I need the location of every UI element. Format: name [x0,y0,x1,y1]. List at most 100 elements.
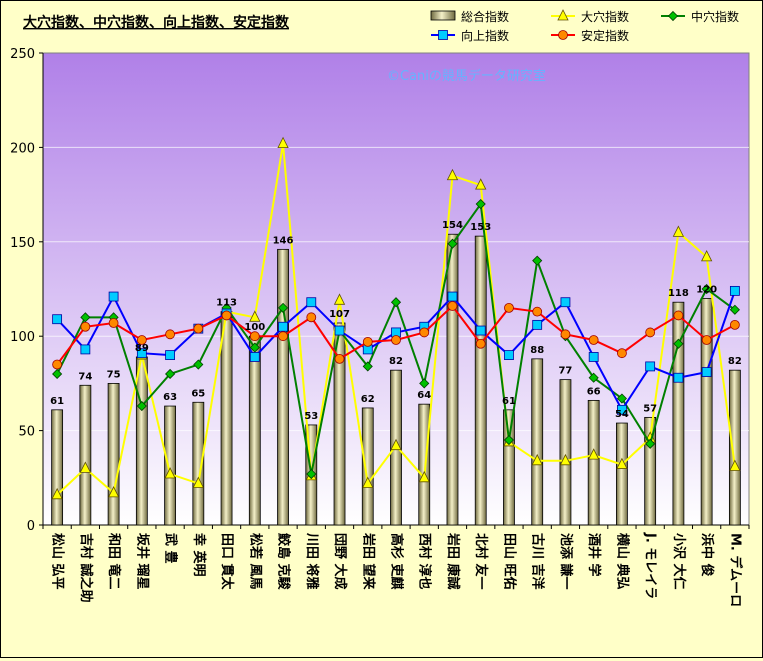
x-tick-label: 松山 弘平 [50,533,66,590]
y-tick-label: 250 [10,47,35,62]
data-point [588,352,599,362]
data-point [221,310,232,321]
data-point [447,291,458,302]
bar [192,401,205,526]
data-point [419,378,430,389]
y-tick-label: 0 [27,519,35,534]
bar [503,409,515,526]
data-point [532,306,543,317]
x-tick-label: 吉村 誠之助 [78,533,94,603]
legend-marker [438,30,448,40]
data-point [700,250,713,262]
bar-value-label: 74 [78,371,92,382]
data-point [165,368,176,380]
legend-label: 総合指数 [461,9,509,24]
data-point [475,198,486,210]
legend-marker [558,30,568,40]
data-point [701,367,712,377]
data-point [475,178,487,190]
line-series [51,136,741,500]
x-tick-label: 田山 旺佑 [501,533,517,590]
legend-item: 中穴指数 [661,9,739,24]
data-point [446,168,459,181]
x-tick-label: 岩田 望来 [360,532,376,591]
x-tick-label: 田口 貫太 [219,533,235,591]
data-point [672,225,685,237]
bar [79,384,92,526]
bar-value-label: 66 [587,386,601,397]
data-point [249,310,261,322]
watermark: ©Caniの競馬データ研究室 [387,68,546,84]
legend-item: 大穴指数 [551,9,629,24]
bar-value-label: 65 [191,388,205,399]
data-point [51,487,63,500]
bar [700,298,713,526]
x-tick-label: 団野 大成 [332,533,348,590]
data-point [193,359,204,370]
bar [587,399,600,526]
data-point [531,453,543,466]
bar-value-label: 75 [107,369,121,380]
bar [672,301,685,526]
bar-value-label: 100 [244,322,265,333]
data-point [390,297,402,308]
data-point [729,319,740,330]
bar-value-label: 118 [668,288,689,299]
data-point [108,291,119,302]
x-tick-label: 古川 吉洋 [530,533,546,590]
x-tick-label: 酒井 学 [586,533,602,577]
data-point [645,438,656,449]
x-tick-label: 川田 将雅 [304,532,320,590]
legend-item: 安定指数 [551,28,629,43]
data-point [80,321,91,332]
bar [446,233,459,526]
data-point [729,304,740,315]
data-point [447,238,458,249]
x-tick-label: 西村 淳也 [417,533,433,590]
x-axis-labels: 松山 弘平 吉村 誠之助 和田 竜二 坂井 瑠星武 豊幸 英明 田口 貫太 松若 風馬 鮫島… [50,532,744,607]
legend-marker [667,10,679,22]
data-point [306,312,317,323]
data-point [165,329,175,340]
legend-marker [557,9,569,21]
bar [644,416,657,526]
bar-labels: 61 74 75 89 63 65 113 100 146 53 107 62 82 64 154 153 61… [50,220,742,422]
y-tick-label: 100 [10,330,35,345]
legend-label: 向上指数 [461,28,509,43]
data-point [729,285,740,296]
bar [531,358,544,526]
data-point [617,404,627,415]
x-tick-label: 浜中 俊 [699,533,715,577]
data-point [588,372,599,383]
bar-value-label: 146 [273,235,294,246]
x-tick-label: 鮫島 克駿 [276,533,292,591]
data-point [249,342,260,353]
bar [248,335,261,526]
data-point [617,348,627,359]
data-point [249,352,260,362]
data-point [306,297,317,308]
data-point [560,329,571,340]
data-point [249,331,260,342]
data-point [136,400,147,412]
legend-swatch [430,10,456,21]
data-point [79,461,92,473]
data-point [164,467,176,479]
bar [277,248,289,526]
data-point [306,468,317,480]
data-point [277,302,289,313]
data-point [136,335,147,345]
x-tick-label: 和田 竜二 [106,533,122,590]
data-point [503,434,515,446]
data-point [504,302,514,313]
data-point [107,486,120,498]
data-point [532,255,543,266]
bar [361,407,374,526]
data-point [559,453,572,466]
data-point [447,301,458,311]
data-point [362,336,373,347]
data-point [616,457,628,469]
data-point [729,459,741,471]
